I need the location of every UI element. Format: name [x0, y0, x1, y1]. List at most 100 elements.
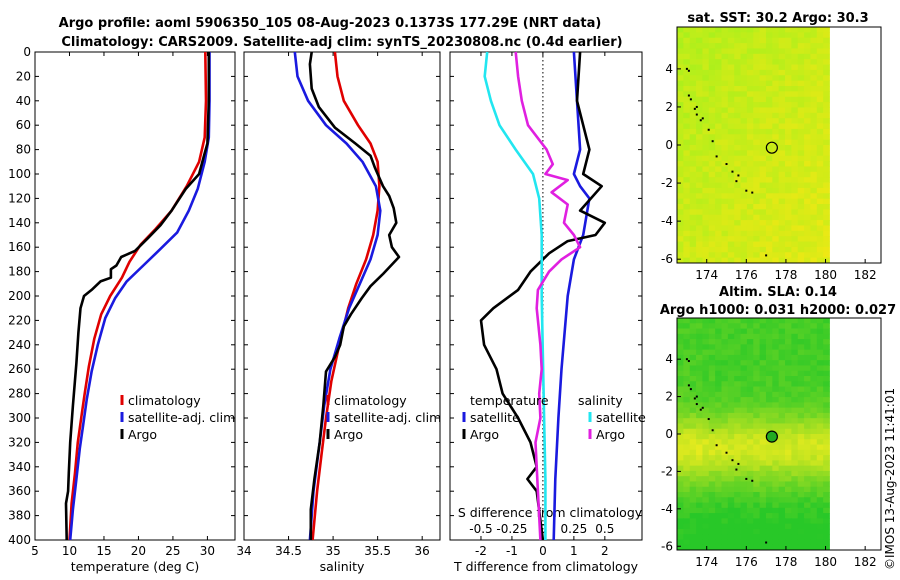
heatmap-cell [816, 339, 824, 345]
heatmap-cell [683, 187, 691, 194]
heatmap-cell [715, 43, 722, 49]
heatmap-cell [721, 59, 729, 65]
heatmap-cell [765, 107, 773, 114]
heatmap-cell [683, 381, 691, 387]
heatmap-cell [715, 118, 722, 124]
heatmap-cell [727, 252, 735, 259]
heatmap-cell [804, 43, 811, 49]
heatmap-cell [740, 370, 748, 377]
heatmap-cell [677, 102, 684, 108]
coastline-point [695, 395, 698, 398]
heatmap-cell [778, 323, 786, 329]
heatmap-cell [702, 339, 710, 345]
heatmap-cell [683, 370, 691, 377]
heatmap-cell [753, 80, 760, 87]
heatmap-cell [702, 252, 710, 259]
heatmap-cell [765, 32, 773, 39]
heatmap-cell [677, 75, 684, 82]
heatmap-cell [727, 318, 735, 324]
legend-title-temperature: temperature [470, 393, 549, 408]
heatmap-cell [677, 80, 684, 87]
heatmap-cell [708, 318, 716, 324]
heatmap-cell [785, 128, 792, 135]
heatmap-cell [727, 412, 735, 419]
heatmap-cell [740, 333, 748, 340]
heatmap-cell [804, 112, 811, 119]
heatmap-cell [791, 323, 799, 329]
heatmap-cell [696, 204, 703, 210]
y-tick-label: 120 [8, 191, 31, 205]
heatmap-cell [791, 370, 799, 377]
heatmap-cell [677, 86, 684, 92]
heatmap-cell [804, 486, 811, 493]
heatmap-cell [823, 439, 830, 445]
heatmap-cell [677, 171, 684, 178]
heatmap-cell [753, 360, 760, 366]
heatmap-cell [746, 134, 754, 141]
heatmap-cell [810, 339, 818, 345]
heatmap-cell [702, 528, 710, 535]
heatmap-cell [785, 69, 792, 76]
heatmap-cell [759, 344, 767, 351]
heatmap-cell [727, 112, 735, 119]
heatmap-cell [804, 439, 811, 445]
heatmap-cell [734, 166, 741, 173]
heatmap-cell [816, 43, 824, 49]
coastline-point [695, 403, 698, 406]
heatmap-cell [804, 349, 811, 356]
heatmap-cell [696, 128, 703, 135]
heatmap-cell [785, 523, 792, 530]
heatmap-cell [778, 360, 786, 366]
heatmap-cell [734, 360, 741, 366]
heatmap-cell [785, 204, 792, 210]
heatmap-cell [696, 460, 703, 467]
heatmap-cell [772, 507, 780, 514]
heatmap-cell [708, 59, 716, 65]
heatmap-cell [778, 539, 786, 546]
heatmap-cell [746, 481, 754, 488]
heatmap-cell [753, 381, 760, 387]
heatmap-cell [734, 214, 741, 221]
heatmap-cell [677, 333, 684, 340]
heatmap-cell [785, 64, 792, 71]
heatmap-cell [734, 528, 741, 535]
heatmap-cell [785, 59, 792, 65]
heatmap-cell [810, 187, 818, 194]
heatmap-cell [708, 27, 716, 33]
heatmap-cell [791, 365, 799, 372]
heatmap-cell [804, 502, 811, 509]
heatmap-cell [677, 544, 684, 551]
heatmap-cell [727, 460, 735, 467]
heatmap-cell [727, 134, 735, 141]
heatmap-cell [810, 139, 818, 146]
heatmap-cell [702, 460, 710, 467]
heatmap-cell [683, 48, 691, 55]
heatmap-cell [823, 166, 830, 173]
heatmap-cell [727, 193, 735, 200]
heatmap-cell [677, 497, 684, 503]
heatmap-cell [696, 134, 703, 141]
heatmap-cell [702, 102, 710, 108]
heatmap-cell [689, 102, 697, 108]
heatmap-cell [734, 323, 741, 329]
heatmap-cell [804, 381, 811, 387]
heatmap-cell [683, 460, 691, 467]
heatmap-cell [797, 418, 805, 424]
heatmap-cell [753, 139, 760, 146]
heatmap-cell [734, 241, 741, 248]
heatmap-cell [721, 386, 729, 393]
heatmap-cell [810, 193, 818, 200]
heatmap-cell [797, 513, 805, 519]
heatmap-cell [797, 528, 805, 535]
heatmap-cell [765, 486, 773, 493]
heatmap-cell [715, 193, 722, 200]
heatmap-cell [772, 246, 780, 253]
heatmap-cell [734, 37, 741, 44]
heatmap-cell [804, 544, 811, 551]
heatmap-cell [785, 423, 792, 430]
heatmap-cell [823, 412, 830, 419]
heatmap-cell [734, 118, 741, 124]
heatmap-cell [702, 418, 710, 424]
heatmap-cell [823, 150, 830, 157]
heatmap-cell [677, 43, 684, 49]
